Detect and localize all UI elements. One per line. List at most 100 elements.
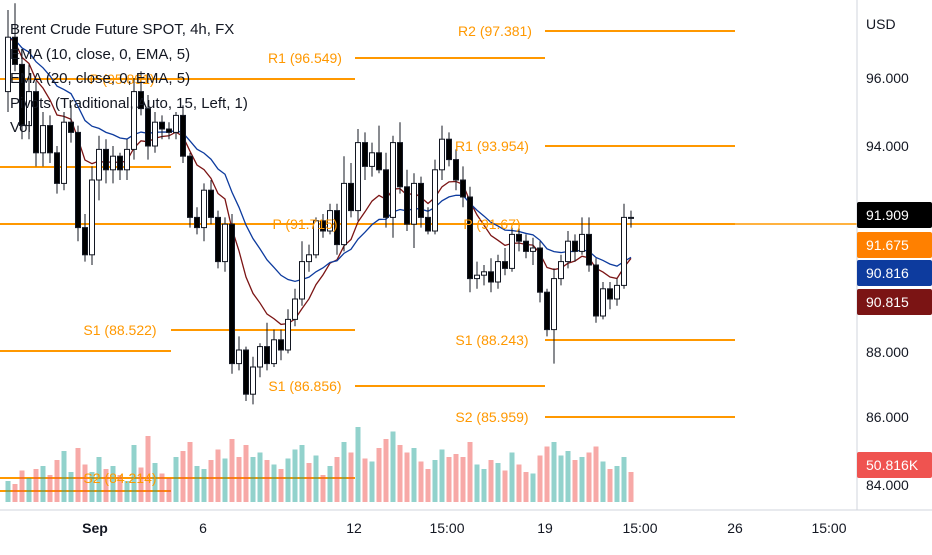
candle[interactable]: [264, 346, 270, 365]
candle[interactable]: [306, 254, 312, 263]
candle[interactable]: [614, 284, 620, 300]
candle[interactable]: [467, 196, 473, 280]
candle[interactable]: [166, 128, 172, 133]
candle[interactable]: [397, 142, 403, 188]
candle[interactable]: [292, 298, 298, 320]
candle[interactable]: [495, 261, 501, 283]
candle[interactable]: [551, 278, 557, 331]
candle[interactable]: [369, 152, 375, 167]
indicator-pivots[interactable]: Pivots (Traditional, Auto, 15, Left, 1): [10, 94, 248, 112]
candle[interactable]: [628, 216, 634, 219]
candle[interactable]: [5, 36, 11, 93]
candle[interactable]: [236, 349, 242, 365]
candle[interactable]: [509, 233, 515, 269]
candle[interactable]: [453, 159, 459, 181]
candle[interactable]: [481, 271, 487, 276]
candle[interactable]: [96, 148, 102, 181]
candle[interactable]: [26, 91, 32, 127]
candle[interactable]: [432, 169, 438, 232]
candle[interactable]: [558, 261, 564, 280]
candle[interactable]: [54, 152, 60, 184]
candle[interactable]: [530, 247, 536, 252]
candle[interactable]: [348, 182, 354, 212]
candle[interactable]: [621, 216, 627, 286]
candle[interactable]: [208, 189, 214, 218]
candle[interactable]: [355, 142, 361, 212]
indicator-volume[interactable]: Vol: [10, 119, 31, 136]
candle[interactable]: [607, 288, 613, 300]
candle[interactable]: [404, 186, 410, 225]
candle[interactable]: [222, 223, 228, 263]
candle[interactable]: [159, 121, 165, 130]
candle[interactable]: [19, 63, 25, 127]
candle[interactable]: [474, 274, 480, 280]
candle[interactable]: [523, 240, 529, 252]
candle[interactable]: [61, 121, 67, 184]
candle[interactable]: [215, 216, 221, 263]
candle[interactable]: [516, 233, 522, 242]
candle[interactable]: [201, 189, 207, 229]
candle[interactable]: [383, 169, 389, 218]
candle[interactable]: [271, 339, 277, 365]
candle[interactable]: [124, 148, 130, 171]
candle[interactable]: [502, 261, 508, 269]
volume-bar: [110, 466, 116, 502]
candle[interactable]: [418, 182, 424, 218]
candle[interactable]: [572, 240, 578, 252]
candle[interactable]: [131, 91, 137, 150]
candle[interactable]: [544, 291, 550, 331]
candle[interactable]: [89, 179, 95, 256]
pivot-label: S2 (84.214): [83, 470, 156, 486]
candle[interactable]: [320, 220, 326, 232]
candle[interactable]: [425, 216, 431, 232]
indicator-ema10[interactable]: EMA (10, close, 0, EMA, 5): [10, 45, 191, 63]
candle[interactable]: [243, 349, 249, 395]
candle[interactable]: [180, 114, 186, 157]
volume-bar: [82, 464, 88, 502]
candle[interactable]: [600, 288, 606, 317]
candle[interactable]: [145, 108, 151, 147]
time-tick: Sep: [82, 520, 108, 536]
candle[interactable]: [313, 220, 319, 256]
candle[interactable]: [390, 142, 396, 218]
candle[interactable]: [586, 233, 592, 266]
candle[interactable]: [593, 264, 599, 317]
candle[interactable]: [194, 216, 200, 229]
candle[interactable]: [278, 339, 284, 351]
candle[interactable]: [12, 36, 18, 65]
candle[interactable]: [82, 227, 88, 256]
candle[interactable]: [537, 247, 543, 293]
candle[interactable]: [152, 121, 158, 147]
candle[interactable]: [75, 131, 81, 229]
candle[interactable]: [103, 148, 109, 171]
candle[interactable]: [327, 210, 333, 232]
candle[interactable]: [446, 138, 452, 161]
candle[interactable]: [47, 125, 53, 154]
candle[interactable]: [376, 152, 382, 171]
candle[interactable]: [460, 179, 466, 198]
candle[interactable]: [488, 271, 494, 283]
candle[interactable]: [229, 223, 235, 365]
candle[interactable]: [439, 138, 445, 171]
candle[interactable]: [341, 182, 347, 246]
symbol-title[interactable]: Brent Crude Future SPOT, 4h, FX: [10, 21, 235, 38]
candle[interactable]: [285, 318, 291, 351]
candle[interactable]: [565, 240, 571, 263]
candle[interactable]: [40, 125, 46, 154]
candle[interactable]: [579, 233, 585, 252]
candle[interactable]: [250, 366, 256, 395]
candle[interactable]: [411, 182, 417, 225]
candle[interactable]: [362, 142, 368, 167]
candle[interactable]: [173, 114, 179, 133]
candle[interactable]: [68, 121, 74, 133]
indicator-ema20[interactable]: EMA (20, close, 0, EMA, 5): [10, 70, 191, 87]
candle[interactable]: [110, 155, 116, 171]
candle[interactable]: [334, 210, 340, 246]
candle[interactable]: [117, 155, 123, 171]
candle[interactable]: [33, 91, 39, 154]
candle[interactable]: [257, 346, 263, 368]
candle[interactable]: [299, 261, 305, 300]
candle[interactable]: [187, 155, 193, 218]
candle[interactable]: [138, 91, 144, 110]
